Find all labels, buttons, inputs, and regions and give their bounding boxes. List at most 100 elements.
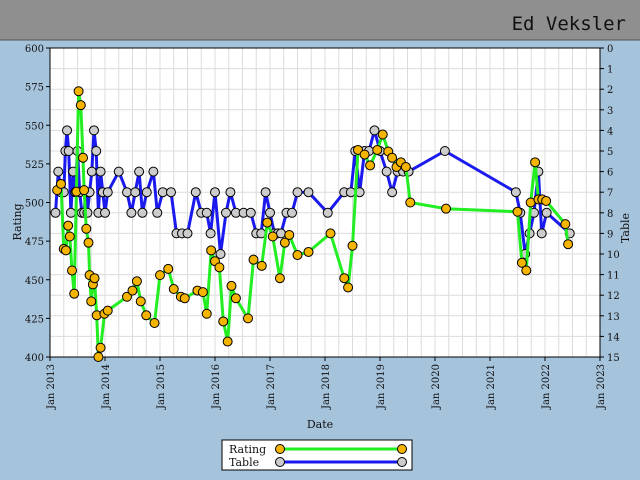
table-point bbox=[215, 249, 226, 259]
legend-label-rating: Rating bbox=[229, 443, 266, 456]
legend: Rating Table bbox=[221, 439, 413, 471]
y2-tick-label: 10 bbox=[607, 250, 620, 261]
y2-tick-label: 4 bbox=[607, 126, 613, 137]
rating-point bbox=[155, 270, 165, 281]
rating-point bbox=[127, 285, 138, 296]
rating-point bbox=[79, 185, 90, 196]
table-point bbox=[62, 125, 73, 136]
rating-point bbox=[163, 263, 174, 274]
rating-point bbox=[292, 250, 303, 261]
rating-point bbox=[214, 262, 225, 273]
rating-point bbox=[63, 220, 74, 231]
y2-tick-label: 11 bbox=[607, 271, 620, 282]
rating-point bbox=[230, 293, 241, 304]
rating-point bbox=[347, 240, 358, 251]
table-point bbox=[292, 187, 303, 198]
y-tick-label: 550 bbox=[25, 121, 44, 132]
x-tick-label: Jan 2013 bbox=[46, 364, 57, 410]
rating-point bbox=[218, 316, 229, 327]
x-tick-label: Jan 2021 bbox=[486, 364, 497, 410]
table-point bbox=[141, 187, 152, 198]
table-point bbox=[166, 187, 176, 198]
rating-point bbox=[372, 144, 383, 155]
rating-point bbox=[135, 296, 146, 307]
y-tick-label: 500 bbox=[25, 199, 44, 210]
rating-point bbox=[274, 273, 285, 284]
table-point bbox=[276, 228, 286, 239]
legend-marker-table bbox=[275, 457, 285, 467]
table-point bbox=[260, 187, 271, 198]
x-tick-label: Jan 2014 bbox=[101, 364, 112, 410]
table-point bbox=[63, 146, 74, 156]
rating-point bbox=[530, 157, 541, 168]
table-point bbox=[439, 146, 450, 156]
x-tick-label: Jan 2019 bbox=[376, 364, 387, 410]
legend-label-table: Table bbox=[229, 456, 259, 469]
rating-point bbox=[67, 265, 77, 276]
rating-point bbox=[197, 287, 208, 298]
y2-tick-label: 0 bbox=[607, 44, 613, 55]
rating-point bbox=[279, 237, 290, 248]
rating-point bbox=[78, 152, 88, 163]
rating-point bbox=[262, 217, 273, 228]
table-point bbox=[245, 207, 256, 218]
y-tick-label: 575 bbox=[25, 83, 44, 94]
table-point bbox=[381, 166, 392, 177]
rating-point bbox=[512, 206, 523, 217]
y-tick-label: 600 bbox=[25, 44, 44, 55]
rating-point bbox=[141, 310, 152, 321]
table-point bbox=[205, 228, 216, 239]
rating-point bbox=[222, 336, 233, 347]
rating-point bbox=[95, 342, 106, 353]
rating-point bbox=[303, 246, 314, 257]
table-point bbox=[221, 207, 231, 218]
rating-point bbox=[267, 231, 278, 242]
rating-point bbox=[122, 291, 132, 302]
table-point bbox=[65, 207, 76, 218]
y-tick-label: 525 bbox=[25, 160, 44, 171]
table-point bbox=[201, 207, 212, 218]
y2-tick-label: 7 bbox=[607, 188, 613, 199]
rating-point bbox=[516, 257, 527, 268]
table-point bbox=[137, 207, 148, 218]
rating-point bbox=[56, 178, 66, 189]
table-point bbox=[387, 187, 398, 198]
rating-point bbox=[201, 308, 212, 319]
rating-point bbox=[131, 276, 142, 287]
rating-point bbox=[563, 239, 574, 250]
x-tick-label: Jan 2020 bbox=[431, 364, 442, 410]
rating-point bbox=[400, 161, 411, 172]
table-point bbox=[541, 207, 552, 218]
table-point bbox=[122, 187, 132, 198]
rating-point bbox=[560, 219, 571, 230]
x-axis-label: Date bbox=[307, 418, 333, 431]
table-point bbox=[225, 187, 236, 198]
table-point bbox=[182, 228, 193, 239]
rating-point bbox=[64, 231, 75, 242]
rating-point bbox=[83, 237, 94, 248]
rating-point bbox=[60, 245, 71, 256]
table-point bbox=[102, 187, 113, 198]
y-tick-label: 450 bbox=[25, 276, 44, 287]
x-tick-label: Jan 2017 bbox=[266, 364, 277, 410]
rating-point bbox=[86, 296, 97, 307]
x-tick-label: Jan 2023 bbox=[596, 364, 607, 410]
rating-point bbox=[284, 229, 295, 240]
rating-point bbox=[521, 265, 532, 276]
rating-point bbox=[206, 245, 217, 256]
table-point bbox=[152, 207, 163, 218]
rating-point bbox=[243, 313, 253, 324]
rating-point bbox=[73, 86, 84, 97]
x-tick-label: Jan 2022 bbox=[541, 364, 552, 410]
rating-point bbox=[248, 254, 259, 265]
y2-tick-label: 12 bbox=[607, 291, 620, 302]
table-point bbox=[86, 166, 97, 177]
y2-tick-label: 13 bbox=[607, 312, 620, 323]
table-point bbox=[510, 187, 521, 198]
rating-point bbox=[325, 228, 336, 239]
legend-marker-table bbox=[397, 457, 407, 467]
table-point bbox=[536, 228, 547, 239]
y2-axis-label: Table bbox=[619, 213, 632, 243]
